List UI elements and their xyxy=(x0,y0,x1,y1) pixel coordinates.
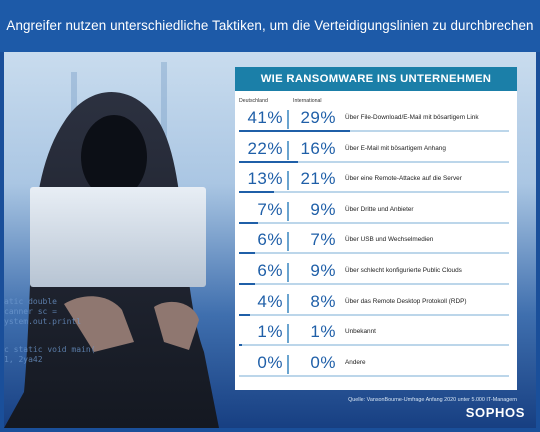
value-deutschland: 4% xyxy=(257,291,283,311)
table-row: 6% 7% Über USB und Wechselmedien xyxy=(235,227,517,256)
value-deutschland: 13% xyxy=(247,169,283,189)
value-international: 21% xyxy=(300,169,336,189)
table-row: 4% 8% Über das Remote Desktop Protokoll (R… xyxy=(235,289,517,318)
value-international: 8% xyxy=(310,291,336,311)
table-row: 41% 29% Über File-Download/E-Mail mit bösa… xyxy=(235,105,517,134)
column-header-deutschland: Deutschland xyxy=(239,98,268,104)
sophos-logo: SOPHOS xyxy=(465,405,525,420)
bar-fill xyxy=(239,313,250,316)
value-deutschland: 1% xyxy=(257,322,283,342)
table-row: 13% 21% Über eine Remote-Attacke auf die S… xyxy=(235,166,517,195)
value-deutschland: 6% xyxy=(257,261,283,280)
value-international: 29% xyxy=(300,108,336,127)
bar-fill xyxy=(239,221,258,224)
column-separator xyxy=(287,293,289,313)
column-header-international: International xyxy=(293,98,322,104)
column-separator xyxy=(287,354,289,374)
value-international: 0% xyxy=(310,352,336,372)
value-international: 9% xyxy=(310,199,336,219)
bar-track xyxy=(239,130,509,132)
bar-track xyxy=(239,313,509,316)
value-deutschland: 41% xyxy=(247,108,283,127)
bar-track xyxy=(239,252,509,255)
value-international: 7% xyxy=(310,230,336,250)
bar-track xyxy=(239,283,509,285)
bar-track xyxy=(239,221,509,224)
table-row: 0% 0% Andere xyxy=(235,350,517,379)
column-separator xyxy=(287,263,289,282)
row-label: Über File-Download/E-Mail mit bösartigem… xyxy=(345,114,479,121)
bar-track xyxy=(239,344,509,347)
value-international: 1% xyxy=(310,322,336,342)
bar-fill xyxy=(239,160,299,163)
value-international: 9% xyxy=(310,261,336,280)
svg-text:canner sc =: canner sc = xyxy=(4,307,57,316)
row-label: Über das Remote Desktop Protokoll (RDP) xyxy=(345,297,467,305)
table-row: 1% 1% Unbekannt xyxy=(235,319,517,348)
svg-text:ystem.out.printl: ystem.out.printl xyxy=(4,317,81,326)
bar-track xyxy=(239,191,509,194)
bar-fill xyxy=(239,283,256,285)
bar-fill xyxy=(239,344,242,347)
column-separator xyxy=(287,110,289,129)
value-deutschland: 7% xyxy=(257,199,283,219)
row-label: Andere xyxy=(345,358,366,366)
column-separator xyxy=(287,171,289,191)
row-label: Über USB und Wechselmedien xyxy=(345,236,434,244)
svg-text:atic double: atic double xyxy=(4,297,57,306)
chart-title: WIE RANSOMWARE INS UNTERNEHMEN EINDRINGT xyxy=(235,67,517,109)
bar-track xyxy=(239,160,509,163)
bar-fill xyxy=(239,130,350,132)
table-row: 22% 16% Über E-Mail mit bösartigem Anhang xyxy=(235,136,517,165)
row-label: Über Dritte und Anbieter xyxy=(345,205,414,213)
table-row: 6% 9% Über schlecht konfigurierte Public C… xyxy=(235,258,517,287)
table-row: 7% 9% Über Dritte und Anbieter xyxy=(235,197,517,226)
value-deutschland: 22% xyxy=(247,138,283,158)
column-separator xyxy=(287,140,289,160)
svg-text:1, 2ya42: 1, 2ya42 xyxy=(4,355,43,364)
value-deutschland: 0% xyxy=(257,352,283,372)
column-separator xyxy=(287,232,289,252)
bar-fill xyxy=(239,191,275,194)
headline: Angreifer nutzen unterschiedliche Taktik… xyxy=(0,0,540,52)
source-note: Quelle: VansonBourne-Umfrage Anfang 2020… xyxy=(348,397,517,403)
svg-text:c static void main(: c static void main( xyxy=(4,345,96,354)
row-label: Unbekannt xyxy=(345,328,376,336)
bar-track xyxy=(239,374,509,377)
row-label: Über schlecht konfigurierte Public Cloud… xyxy=(345,267,462,274)
hacker-illustration: atic double canner sc = ystem.out.printl… xyxy=(4,62,219,428)
column-separator xyxy=(287,324,289,344)
column-separator xyxy=(287,201,289,221)
bar-fill xyxy=(239,252,256,255)
value-deutschland: 6% xyxy=(257,230,283,250)
row-label: Über eine Remote-Attacke auf die Server xyxy=(345,175,462,183)
value-international: 16% xyxy=(300,138,336,158)
row-label: Über E-Mail mit bösartigem Anhang xyxy=(345,144,446,152)
ransomware-table-panel: WIE RANSOMWARE INS UNTERNEHMEN EINDRINGT… xyxy=(235,67,517,390)
